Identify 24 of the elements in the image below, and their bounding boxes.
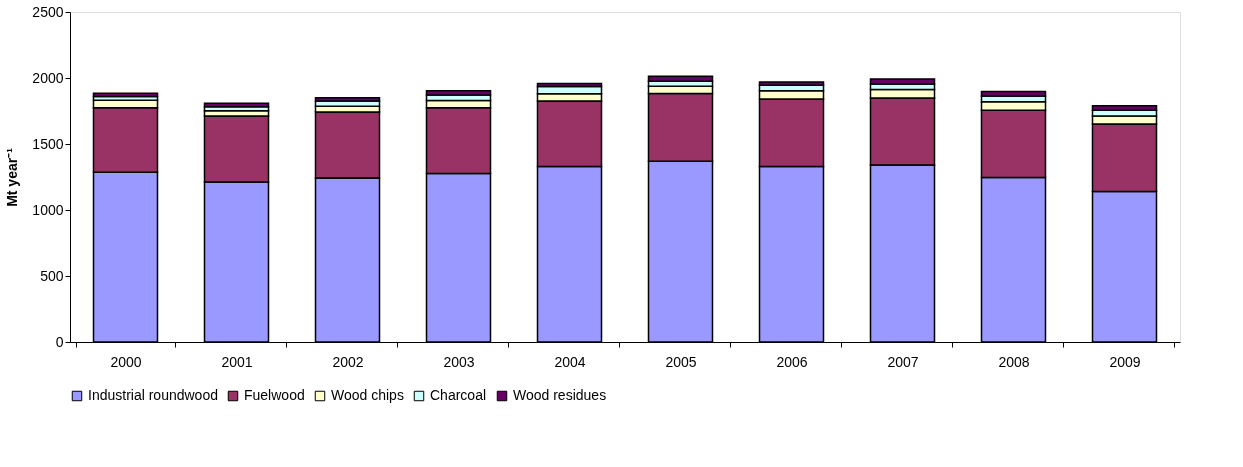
bar	[203, 102, 270, 108]
x-tick-label: 2004	[554, 353, 586, 370]
x-tick-label: 2005	[665, 353, 697, 370]
y-tick-label: 0	[55, 333, 64, 350]
y-tick-label: 1000	[32, 201, 64, 218]
legend-label: Wood chips	[331, 387, 404, 403]
y-tick-label: 500	[40, 267, 64, 284]
legend-label: Industrial roundwood	[88, 387, 218, 403]
x-tick-label: 2009	[1109, 353, 1141, 370]
x-tick-label: 2002	[332, 353, 364, 370]
y-tick-label: 1500	[32, 135, 64, 152]
x-tick-label: 2006	[776, 353, 808, 370]
legend-label: Wood residues	[513, 387, 607, 403]
x-tick-label: 2000	[110, 353, 142, 370]
legend-label: Fuelwood	[244, 387, 305, 403]
legend-label: Charcoal	[430, 387, 487, 403]
bar	[92, 92, 159, 98]
y-axis-title: Mt year⁻¹	[4, 147, 21, 207]
x-tick-label: 2003	[443, 353, 475, 370]
x-tick-label: 2007	[887, 353, 919, 370]
x-tick-label: 2001	[221, 353, 253, 370]
y-tick-label: 2000	[32, 69, 64, 86]
y-tick-label: 2500	[32, 3, 64, 20]
x-tick-label: 2008	[998, 353, 1030, 370]
